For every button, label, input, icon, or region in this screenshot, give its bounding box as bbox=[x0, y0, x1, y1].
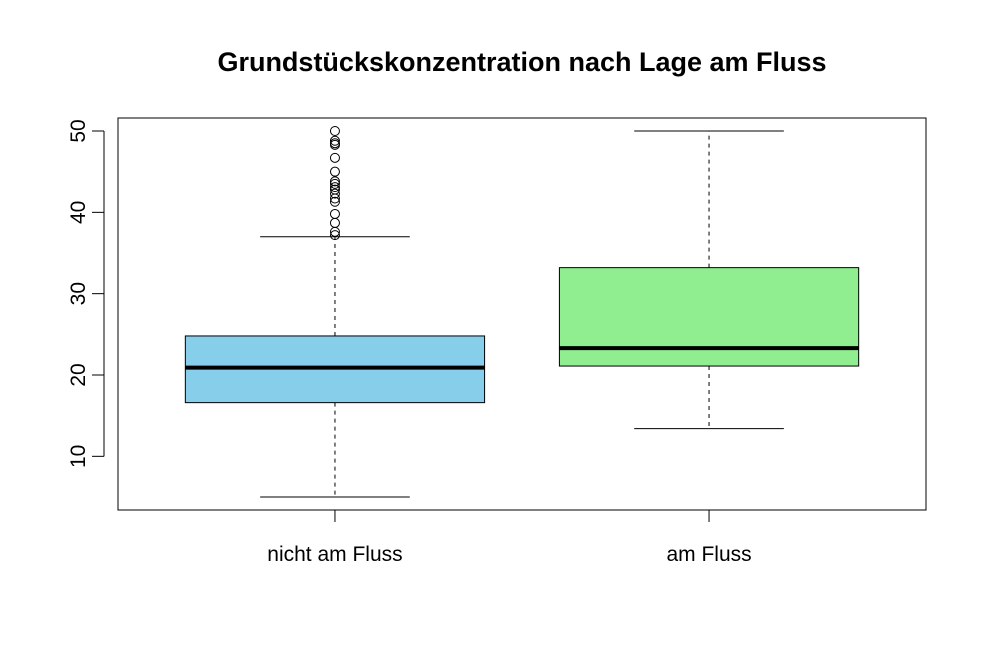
outlier-point bbox=[329, 152, 340, 163]
outlier-point bbox=[329, 178, 340, 189]
box-body bbox=[558, 267, 860, 367]
chart-title: Grundstückskonzentration nach Lage am Fl… bbox=[217, 47, 826, 77]
y-tick-label: 30 bbox=[67, 282, 90, 305]
outlier-point bbox=[329, 188, 340, 199]
y-axis: 10 20 30 40 50 bbox=[67, 119, 105, 468]
plot-frame bbox=[117, 117, 927, 511]
x-tick-label: am Fluss bbox=[666, 543, 751, 566]
outlier-point bbox=[329, 208, 340, 219]
outlier-point bbox=[329, 196, 340, 207]
boxes-layer bbox=[184, 126, 860, 498]
outlier-point bbox=[329, 184, 340, 195]
outlier-point bbox=[329, 135, 340, 146]
outlier-point bbox=[329, 126, 340, 137]
outlier-point bbox=[329, 166, 340, 177]
box-group bbox=[558, 130, 860, 430]
outlier-point bbox=[329, 176, 340, 187]
outlier-point bbox=[329, 217, 340, 228]
box-group bbox=[184, 126, 486, 498]
outlier-point bbox=[329, 182, 340, 193]
y-tick-label: 20 bbox=[67, 363, 90, 386]
outlier-point bbox=[329, 138, 340, 149]
y-tick-label: 40 bbox=[67, 201, 90, 224]
x-tick-label: nicht am Fluss bbox=[267, 543, 402, 566]
y-tick-label: 10 bbox=[67, 445, 90, 468]
outlier-point bbox=[329, 230, 340, 241]
y-tick-label: 50 bbox=[67, 119, 90, 142]
x-axis: nicht am Fluss am Fluss bbox=[267, 510, 752, 566]
